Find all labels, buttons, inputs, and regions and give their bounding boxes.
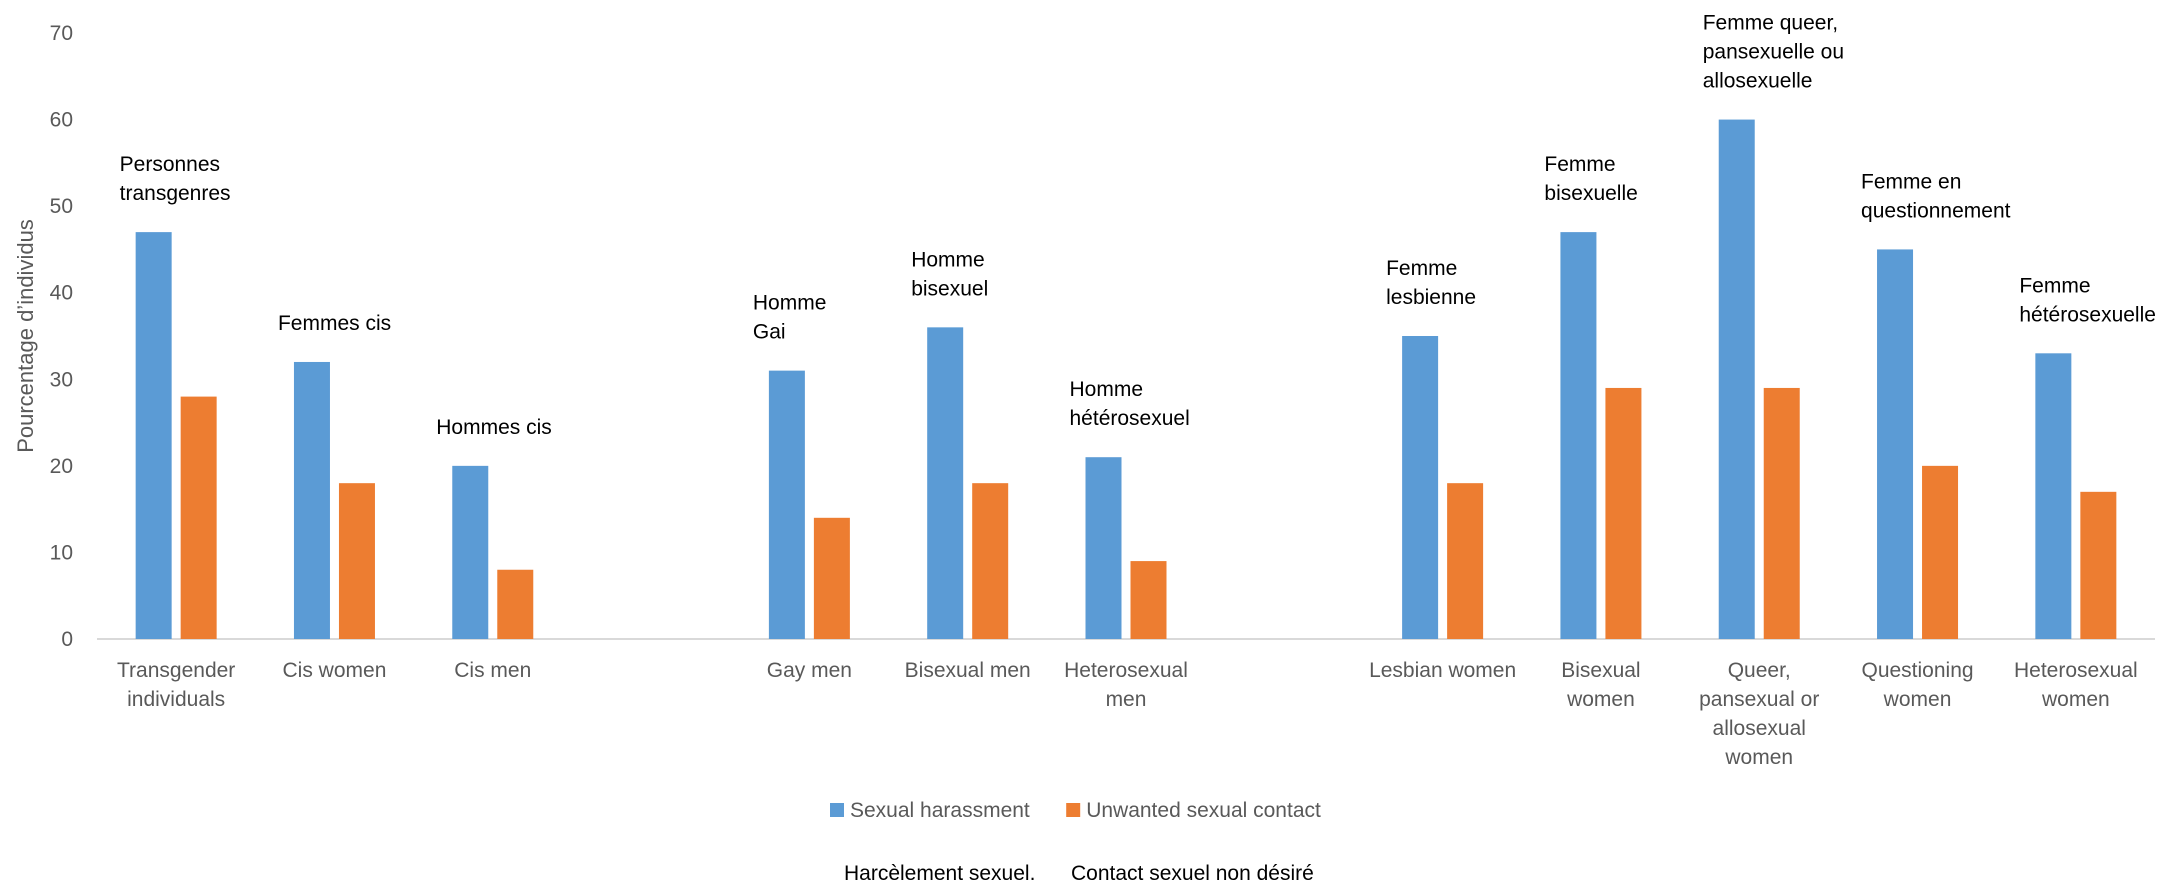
annotations: Personnes transgenres Femmes cis Hommes cis… <box>120 12 2156 439</box>
y-tick-label: 40 <box>50 282 73 305</box>
x-category-label: Heterosexual men <box>1064 659 1188 711</box>
x-category-label: Cis men <box>454 659 531 682</box>
bar-unwanted-sexual-contact <box>338 483 375 639</box>
x-category-label: Bisexual women <box>1561 659 1640 711</box>
y-tick-label: 70 <box>50 22 73 45</box>
bar-unwanted-sexual-contact <box>1763 387 1800 639</box>
category-annotation: Femme hétérosexuelle <box>2019 274 2156 326</box>
x-category-label: Cis women <box>283 659 387 682</box>
category-annotation: Femme en questionnement <box>1861 170 2011 222</box>
x-category-label: Gay men <box>767 659 852 682</box>
category-annotation: Personnes transgenres <box>120 153 231 205</box>
bar-unwanted-sexual-contact <box>180 396 217 639</box>
bar-unwanted-sexual-contact <box>1130 561 1167 639</box>
bar-unwanted-sexual-contact <box>497 569 534 639</box>
bars <box>135 119 2117 640</box>
bar-unwanted-sexual-contact <box>2080 491 2117 639</box>
y-tick-label: 20 <box>50 455 73 478</box>
x-category-label: Questioning women <box>1861 659 1973 711</box>
legend-label: Unwanted sexual contact <box>1086 799 1321 822</box>
legend-translation: Harcèlement sexuel. Contact sexuel non dé… <box>844 862 1314 885</box>
category-annotation: Homme bisexuel <box>911 248 988 300</box>
y-axis-ticks: 0 10 20 30 40 50 60 70 <box>50 22 73 651</box>
y-tick-label: 50 <box>50 195 73 218</box>
category-annotation: Homme Gai <box>753 292 827 344</box>
bar-sexual-harassment <box>1718 119 1755 640</box>
bar-sexual-harassment <box>927 327 964 639</box>
y-tick-label: 10 <box>50 541 73 564</box>
bar-sexual-harassment <box>1560 232 1597 639</box>
bar-unwanted-sexual-contact <box>1447 483 1484 639</box>
category-annotation: Hommes cis <box>436 416 552 439</box>
category-annotation: Femme queer, pansexuelle ou allosexuelle <box>1703 12 1844 93</box>
x-category-label: Queer, pansexual or allosexual women <box>1699 659 1819 769</box>
bar-sexual-harassment <box>452 465 489 639</box>
y-axis-label: Pourcentage d’individus <box>13 219 38 453</box>
x-category-label: Bisexual men <box>905 659 1031 682</box>
x-category-label: Lesbian women <box>1369 659 1516 682</box>
category-annotation: Homme hétérosexuel <box>1070 378 1190 430</box>
bar-sexual-harassment <box>135 232 172 639</box>
bar-unwanted-sexual-contact <box>1605 387 1642 639</box>
bar-unwanted-sexual-contact <box>813 517 850 639</box>
legend-swatch <box>1066 803 1081 817</box>
bar-sexual-harassment <box>1085 457 1122 639</box>
legend-swatch <box>830 803 844 817</box>
y-tick-label: 30 <box>50 368 73 391</box>
bar-sexual-harassment <box>1402 336 1439 639</box>
legend: Sexual harassment Unwanted sexual contact <box>830 799 1321 822</box>
bar-unwanted-sexual-contact <box>1922 465 1959 639</box>
bar-sexual-harassment <box>1877 249 1914 639</box>
legend-translation-label: Contact sexuel non désiré <box>1071 862 1314 885</box>
category-labels: Transgender individuals Cis women Cis men Ga… <box>117 659 2138 769</box>
x-category-label: Heterosexual women <box>2014 659 2138 711</box>
legend-label: Sexual harassment <box>850 799 1030 822</box>
bar-sexual-harassment <box>2035 353 2072 639</box>
x-category-label: Transgender individuals <box>117 659 235 711</box>
bar-unwanted-sexual-contact <box>972 483 1009 639</box>
bar-sexual-harassment <box>293 361 330 639</box>
category-annotation: Femmes cis <box>278 312 391 335</box>
category-annotation: Femme lesbienne <box>1386 257 1476 309</box>
y-tick-label: 60 <box>50 109 73 132</box>
legend-translation-label: Harcèlement sexuel. <box>844 862 1035 885</box>
y-tick-label: 0 <box>61 628 73 651</box>
category-annotation: Femme bisexuelle <box>1544 153 1637 205</box>
bar-sexual-harassment <box>768 370 805 639</box>
